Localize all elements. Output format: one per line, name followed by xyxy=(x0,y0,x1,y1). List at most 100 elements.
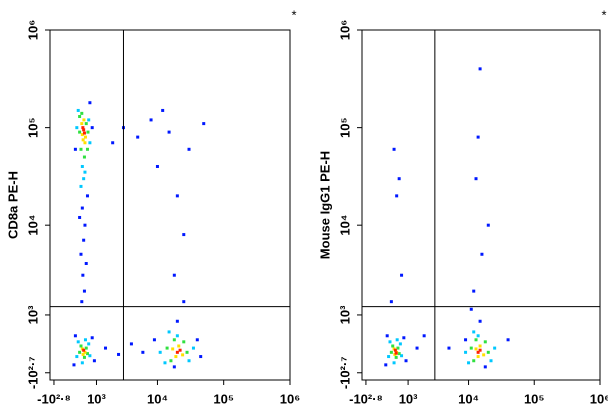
event-dot xyxy=(478,344,482,348)
event-dot xyxy=(175,319,179,323)
event-dot xyxy=(172,365,176,369)
event-dot xyxy=(167,330,171,334)
plot: -10²·⁸ 10³ 10⁴ 10⁵ 10⁶ -10²·⁷ 10³ 10⁴ 10⁵ 10⁶ Mous… xyxy=(317,7,608,406)
event-dot xyxy=(163,361,167,365)
event-dot xyxy=(80,361,84,365)
y-tick-label: 10⁴ xyxy=(337,215,352,236)
event-dot xyxy=(185,350,189,354)
event-dot xyxy=(83,170,87,174)
event-dot xyxy=(88,354,92,358)
event-dot xyxy=(182,233,186,237)
event-dot xyxy=(82,128,86,132)
event-dot xyxy=(141,350,145,354)
event-dot xyxy=(81,352,85,356)
event-dot xyxy=(404,359,408,363)
plot: -10²·⁸ 10³ 10⁴ 10⁵ 10⁶ -10²·⁷ 10³ 10⁴ 10⁵ 10⁶ CD8a… xyxy=(5,7,300,406)
event-dot xyxy=(482,353,486,357)
event-dot xyxy=(85,352,89,356)
event-dot xyxy=(83,338,87,342)
x-tick-label: 10⁶ xyxy=(280,391,300,406)
x-tick-label: 10³ xyxy=(399,391,418,406)
event-dot xyxy=(82,118,86,122)
event-dot xyxy=(136,135,140,139)
event-dot xyxy=(398,342,402,346)
event-dot xyxy=(483,365,487,369)
event-dot xyxy=(395,194,399,198)
event-dot xyxy=(82,177,86,181)
event-dot xyxy=(486,350,490,354)
event-dot xyxy=(86,130,90,134)
event-dot xyxy=(199,355,203,359)
event-dot xyxy=(82,355,86,359)
event-dot xyxy=(391,344,395,348)
event-dot xyxy=(82,348,86,352)
event-dot xyxy=(177,344,181,348)
event-dot xyxy=(476,334,480,338)
event-dot xyxy=(174,355,178,359)
x-tick-label: 10⁵ xyxy=(213,391,234,406)
event-dot xyxy=(392,361,396,365)
event-dot xyxy=(83,223,87,227)
event-dot xyxy=(175,194,179,198)
event-dot xyxy=(87,342,91,346)
event-dot xyxy=(447,346,451,350)
event-dot xyxy=(478,67,482,71)
event-dot xyxy=(506,338,510,342)
event-dot xyxy=(202,122,206,126)
event-dot xyxy=(474,177,478,181)
event-dot xyxy=(392,147,396,151)
event-dot xyxy=(172,338,176,342)
event-dot xyxy=(88,141,92,145)
y-tick-label: -10²·⁷ xyxy=(337,356,352,389)
event-dot xyxy=(81,126,85,130)
event-dot xyxy=(415,346,419,350)
y-axis-title: CD8a PE-H xyxy=(5,171,20,239)
event-dot xyxy=(81,273,85,277)
event-dot xyxy=(402,336,406,340)
event-dot xyxy=(472,289,476,293)
event-dot xyxy=(396,346,400,350)
event-dot xyxy=(73,334,77,338)
event-dot xyxy=(464,338,468,342)
x-tick-label: 10⁴ xyxy=(458,391,479,406)
event-dot xyxy=(476,350,480,354)
event-dot xyxy=(171,347,175,351)
event-dot xyxy=(182,300,186,304)
event-dot xyxy=(149,118,153,122)
event-dot xyxy=(79,252,83,256)
event-dot xyxy=(84,261,88,265)
event-dot xyxy=(480,252,484,256)
event-dot xyxy=(467,361,471,365)
event-dot xyxy=(175,350,179,354)
event-dot xyxy=(178,348,182,352)
event-dot xyxy=(75,355,79,359)
event-dot xyxy=(182,340,186,344)
y-tick-label: 10⁵ xyxy=(25,117,40,138)
event-dot xyxy=(385,334,389,338)
x-tick-label: 10⁵ xyxy=(524,391,545,406)
event-dot xyxy=(393,348,397,352)
y-tick-label: 10⁶ xyxy=(25,20,40,40)
event-dot xyxy=(152,338,156,342)
event-dot xyxy=(167,130,171,134)
x-tick-label: 10⁶ xyxy=(590,391,608,406)
event-dot xyxy=(469,346,473,350)
event-dot xyxy=(82,238,86,242)
event-dot xyxy=(476,355,480,359)
annotation: * xyxy=(601,7,606,22)
event-dot xyxy=(397,352,401,356)
x-tick-label: 10⁴ xyxy=(147,391,168,406)
event-dot xyxy=(80,206,84,210)
event-dot xyxy=(478,319,482,323)
event-dot xyxy=(84,346,88,350)
event-dot xyxy=(78,115,82,119)
event-dot xyxy=(73,147,77,151)
event-dot xyxy=(469,307,473,311)
event-dot xyxy=(82,289,86,293)
event-dot xyxy=(400,273,404,277)
x-tick-label: -10²·⁸ xyxy=(37,391,71,406)
event-dot xyxy=(72,363,76,367)
event-dot xyxy=(75,126,79,130)
event-dot xyxy=(384,363,388,367)
event-dot xyxy=(187,147,191,151)
